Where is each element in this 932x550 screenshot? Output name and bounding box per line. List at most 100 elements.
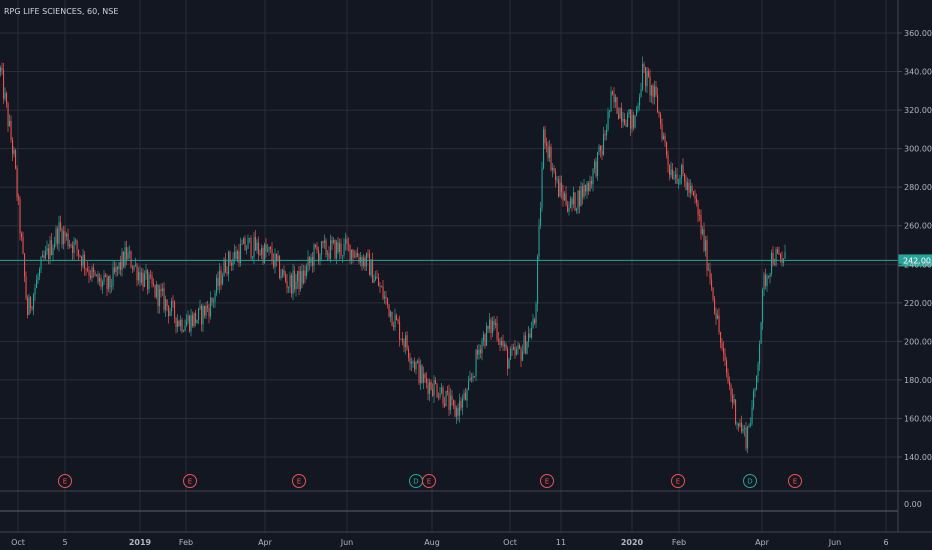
candle-body bbox=[760, 322, 762, 344]
candle-body bbox=[585, 184, 587, 192]
dividend-marker[interactable]: D bbox=[743, 474, 757, 488]
candle-body bbox=[4, 92, 6, 99]
earnings-marker[interactable]: E bbox=[671, 474, 685, 488]
dividend-marker[interactable]: D bbox=[409, 474, 423, 488]
candle-body bbox=[193, 312, 195, 326]
candle-body bbox=[148, 274, 150, 290]
candle-body bbox=[78, 249, 80, 256]
candle-body bbox=[394, 315, 396, 328]
candle-body bbox=[649, 76, 651, 96]
candle-body bbox=[367, 253, 369, 255]
x-tick-label: Aug bbox=[424, 538, 440, 547]
candle-body bbox=[450, 395, 452, 410]
candle-body bbox=[172, 301, 174, 302]
candle-body bbox=[123, 251, 125, 267]
earnings-marker[interactable]: E bbox=[58, 474, 72, 488]
candle-body bbox=[114, 267, 116, 273]
candle-body bbox=[306, 266, 308, 276]
candle-body bbox=[463, 392, 465, 399]
candle-body bbox=[9, 120, 11, 126]
candle-body bbox=[529, 333, 531, 338]
candle-body bbox=[121, 251, 123, 270]
candle-body bbox=[763, 274, 765, 290]
candle-body bbox=[201, 305, 203, 325]
candle-body bbox=[214, 293, 216, 302]
earnings-marker[interactable]: E bbox=[422, 474, 436, 488]
candle-body bbox=[141, 272, 143, 283]
candle-body bbox=[607, 111, 609, 130]
candle-body bbox=[534, 319, 536, 324]
candle-body bbox=[568, 208, 570, 212]
candle-body bbox=[466, 389, 468, 401]
candle-body bbox=[669, 165, 671, 176]
candle-body bbox=[622, 118, 624, 122]
candle-body bbox=[57, 228, 59, 244]
candle-body bbox=[261, 247, 263, 255]
candle-body bbox=[411, 361, 413, 364]
candle-body bbox=[769, 273, 771, 277]
candle-body bbox=[643, 64, 645, 68]
candle-body bbox=[535, 303, 537, 324]
candle-body bbox=[714, 299, 716, 313]
candle-body bbox=[586, 183, 588, 192]
candle-body bbox=[294, 270, 296, 290]
candle-body bbox=[642, 64, 644, 90]
candle-body bbox=[175, 317, 177, 328]
candle-body bbox=[475, 350, 477, 377]
candle-body bbox=[262, 247, 264, 263]
candle-body bbox=[60, 222, 62, 230]
candle-body bbox=[255, 236, 257, 251]
candle-body bbox=[378, 277, 380, 287]
candle-body bbox=[501, 341, 503, 345]
candle-body bbox=[67, 233, 69, 247]
candle-body bbox=[645, 67, 647, 87]
candle-body bbox=[270, 247, 272, 249]
candle-body bbox=[430, 381, 432, 390]
candle-body bbox=[196, 320, 198, 324]
candle-body bbox=[504, 344, 506, 347]
candle-body bbox=[292, 270, 294, 294]
candle-body bbox=[238, 251, 240, 264]
candle-body bbox=[264, 244, 266, 263]
candle-body bbox=[447, 390, 449, 393]
candle-body bbox=[87, 268, 89, 271]
earnings-marker[interactable]: E bbox=[183, 474, 197, 488]
candle-body bbox=[679, 178, 681, 184]
svg-text:E: E bbox=[545, 478, 549, 486]
earnings-marker[interactable]: E bbox=[788, 474, 802, 488]
candle-body bbox=[205, 305, 207, 316]
candle-body bbox=[718, 315, 720, 333]
candle-body bbox=[18, 197, 20, 200]
candle-body bbox=[85, 268, 87, 270]
candle-body bbox=[424, 374, 426, 378]
candle-body bbox=[628, 109, 630, 115]
candle-body bbox=[597, 151, 599, 176]
time-axis[interactable]: Oct 5 2019 Feb Apr Jun Aug Oct 11 2020 Feb Apr Jun 6 bbox=[0, 531, 932, 547]
candle-body bbox=[340, 243, 342, 256]
candle-body bbox=[171, 301, 173, 312]
candle-body bbox=[465, 392, 467, 401]
candle-body bbox=[304, 270, 306, 276]
candle-body bbox=[117, 266, 119, 270]
candle-body bbox=[391, 311, 393, 326]
candle-body bbox=[429, 381, 431, 394]
candle-body bbox=[267, 250, 269, 252]
candle-body bbox=[762, 289, 764, 323]
price-axis[interactable]: 140.00 160.00 180.00 200.00 220.00 240.00 260.… bbox=[897, 0, 932, 532]
candle-body bbox=[210, 298, 212, 317]
earnings-marker[interactable]: E bbox=[540, 474, 554, 488]
candle-body bbox=[723, 348, 725, 354]
candle-body bbox=[187, 315, 189, 322]
earnings-marker[interactable]: E bbox=[292, 474, 306, 488]
candle-body bbox=[744, 427, 746, 429]
candle-body bbox=[735, 399, 737, 425]
candle-body bbox=[700, 215, 702, 234]
candlestick-series bbox=[0, 56, 786, 454]
candle-body bbox=[453, 399, 455, 406]
candle-body bbox=[438, 396, 440, 398]
candle-body bbox=[484, 334, 486, 346]
candle-body bbox=[544, 129, 546, 144]
candle-body bbox=[66, 233, 68, 237]
